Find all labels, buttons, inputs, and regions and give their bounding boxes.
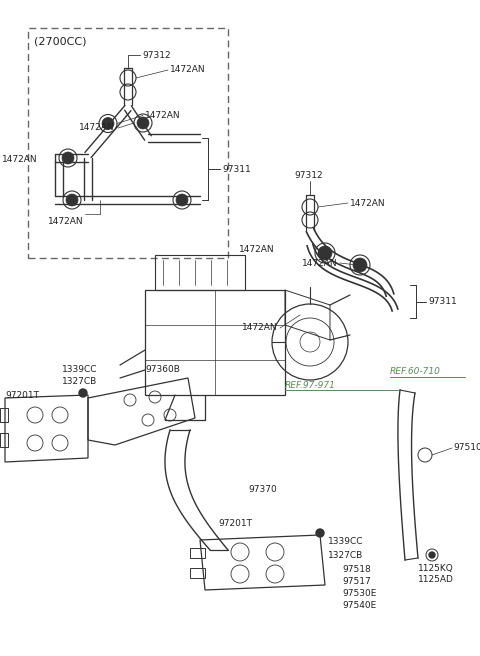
- Text: 97312: 97312: [294, 171, 323, 180]
- Text: REF.97-971: REF.97-971: [285, 380, 336, 390]
- Text: 97311: 97311: [428, 297, 457, 306]
- Text: 97370: 97370: [248, 485, 277, 495]
- Text: 97540E: 97540E: [342, 602, 376, 611]
- Circle shape: [66, 194, 78, 206]
- Text: 1339CC: 1339CC: [62, 365, 97, 375]
- Text: 97201T: 97201T: [218, 518, 252, 527]
- Text: 1472AN: 1472AN: [242, 323, 278, 333]
- Text: 1472AN: 1472AN: [145, 111, 180, 120]
- Text: (2700CC): (2700CC): [34, 37, 86, 47]
- Text: REF.60-710: REF.60-710: [390, 367, 441, 377]
- Circle shape: [318, 246, 332, 260]
- Text: 1472AN: 1472AN: [350, 199, 385, 207]
- Text: 97517: 97517: [342, 577, 371, 586]
- Text: 1327CB: 1327CB: [328, 550, 363, 560]
- Circle shape: [79, 389, 87, 397]
- Text: 1339CC: 1339CC: [328, 537, 363, 546]
- Text: 1472AN: 1472AN: [240, 245, 275, 255]
- Text: 97530E: 97530E: [342, 590, 376, 598]
- Circle shape: [137, 117, 149, 129]
- Circle shape: [429, 552, 435, 558]
- Text: 97201T: 97201T: [5, 390, 39, 400]
- Text: 97360B: 97360B: [145, 365, 180, 375]
- Text: 1125AD: 1125AD: [418, 575, 454, 584]
- Circle shape: [316, 529, 324, 537]
- Circle shape: [353, 258, 367, 272]
- Text: 1327CB: 1327CB: [62, 377, 97, 386]
- Text: 97312: 97312: [142, 51, 170, 60]
- Text: 1472AN: 1472AN: [79, 123, 115, 133]
- Text: 1472AN: 1472AN: [2, 155, 38, 165]
- Text: 1472AN: 1472AN: [170, 66, 205, 75]
- Text: 97518: 97518: [342, 565, 371, 575]
- Circle shape: [176, 194, 188, 206]
- Circle shape: [102, 117, 114, 129]
- Text: 1472AN: 1472AN: [302, 258, 338, 268]
- Text: 97510A: 97510A: [453, 443, 480, 453]
- Circle shape: [62, 152, 74, 164]
- Text: 1472AN: 1472AN: [48, 218, 84, 226]
- Text: 97311: 97311: [222, 165, 251, 173]
- Text: 1125KQ: 1125KQ: [418, 564, 454, 573]
